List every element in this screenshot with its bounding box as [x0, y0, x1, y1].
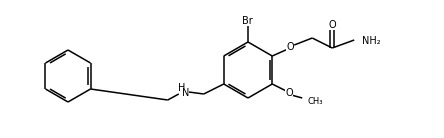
Text: N: N [182, 88, 190, 98]
Text: CH₃: CH₃ [307, 96, 323, 105]
Text: H: H [178, 83, 186, 93]
Text: O: O [329, 20, 336, 30]
Text: O: O [286, 42, 294, 52]
Text: O: O [285, 88, 293, 98]
Text: Br: Br [242, 16, 252, 26]
Text: NH₂: NH₂ [362, 36, 381, 46]
